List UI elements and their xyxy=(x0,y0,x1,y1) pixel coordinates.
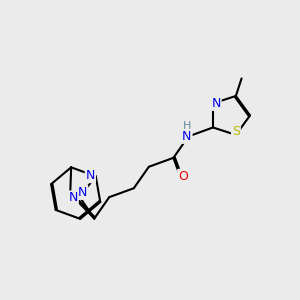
Text: N: N xyxy=(68,191,78,204)
Text: O: O xyxy=(178,170,188,183)
Text: N: N xyxy=(78,186,87,199)
Text: N: N xyxy=(86,169,95,182)
Text: N: N xyxy=(182,130,192,143)
Text: H: H xyxy=(183,121,191,131)
Text: N: N xyxy=(211,97,221,110)
Text: S: S xyxy=(232,125,240,138)
